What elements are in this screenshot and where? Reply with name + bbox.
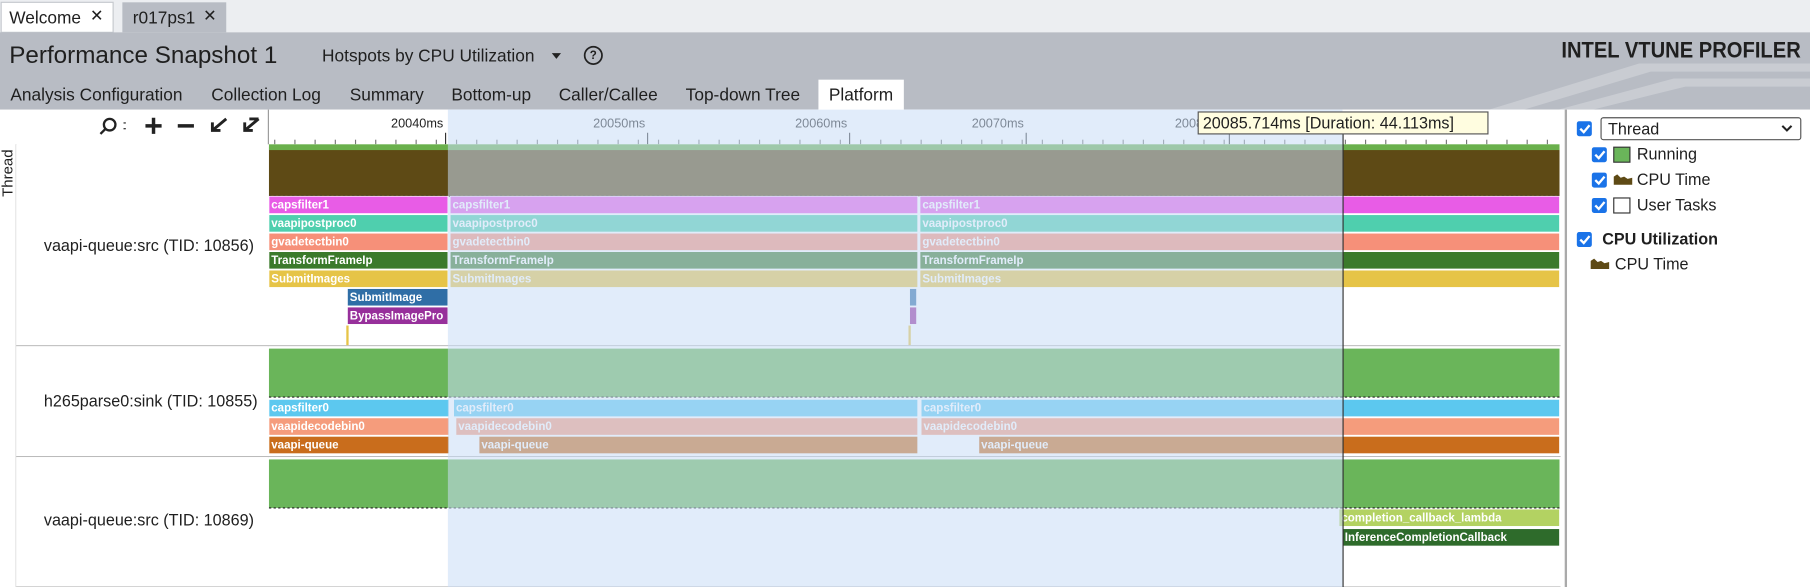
checkbox[interactable] [1591, 147, 1607, 163]
cpu-time-icon [1590, 258, 1610, 269]
task-label: vaapipostproc0 [271, 218, 356, 230]
nav-tab[interactable]: Bottom-up [451, 85, 531, 105]
header [0, 32, 1810, 110]
nav-tab[interactable]: Caller/Callee [559, 85, 658, 105]
task-label: vaapi-queue [271, 440, 339, 452]
tooltip: 20085.714ms [Duration: 44.113ms] [1203, 115, 1454, 133]
undo-zoom-icon[interactable] [210, 117, 228, 132]
ruler-tick-label: 20040ms [391, 117, 443, 131]
checkbox[interactable] [1576, 232, 1592, 248]
analysis-type[interactable]: Hotspots by CPU Utilization [322, 45, 534, 65]
task-label: completion_callback_lambda [1341, 512, 1502, 524]
cpu-time-icon [1613, 174, 1633, 185]
tab-close[interactable]: ✕ [90, 7, 104, 25]
task-label: BypassImagePro [350, 310, 444, 322]
legend-group: CPU Utilization [1602, 231, 1718, 249]
tooltip-box [1197, 111, 1489, 135]
tab-strip [0, 0, 1810, 33]
brand: INTEL VTUNE PROFILER [1561, 39, 1800, 63]
checkmark [1594, 175, 1606, 186]
nav-tab[interactable]: Collection Log [211, 85, 321, 105]
legend-panel [1560, 109, 1810, 587]
zoom-in-icon[interactable] [145, 117, 162, 134]
thread-name: vaapi-queue:src (TID: 10856) [44, 237, 254, 255]
checkmark [1579, 124, 1591, 134]
checkmark [1579, 235, 1591, 245]
task-label: gvadetectbin0 [271, 236, 349, 248]
axis-label: Thread [0, 149, 17, 197]
brand-graphic [1489, 63, 1810, 110]
task-label: SubmitImage [350, 292, 423, 304]
task-label: TransformFrameIp [271, 255, 372, 267]
tab-active[interactable] [122, 2, 227, 33]
legend-item: CPU Time [1637, 171, 1711, 189]
thread-name: vaapi-queue:src (TID: 10869) [44, 512, 254, 530]
thread-rows: vaapi-queue:src (TID: 10856) capsfilter1 c… [16, 109, 1561, 587]
nav-tab[interactable]: Top-down Tree [686, 85, 800, 105]
task-label: vaapidecodebin0 [271, 421, 365, 433]
dropdown[interactable] [1600, 117, 1802, 141]
task-label: SubmitImages [271, 273, 350, 285]
help-glyph: ? [590, 50, 597, 62]
dropdown-value: Thread [1608, 120, 1659, 138]
zoom-icon-handle [99, 128, 106, 135]
nav-tab-active[interactable] [818, 79, 904, 110]
dropdown-arrow[interactable] [551, 53, 562, 59]
nav-tab[interactable]: Summary [350, 85, 424, 105]
swatch [1613, 197, 1631, 214]
task-label: InferenceCompletionCallback [1345, 532, 1508, 544]
axis-strip [0, 144, 17, 587]
help-icon[interactable] [583, 45, 603, 65]
task-label: capsfilter0 [271, 403, 329, 415]
checkmark [1594, 201, 1606, 211]
thread-name: h265parse0:sink (TID: 10855) [44, 393, 258, 411]
nav-tab[interactable]: Analysis Configuration [10, 85, 182, 105]
zoom-icon[interactable] [102, 117, 117, 132]
legend-item: CPU Time [1615, 255, 1689, 273]
selection-region [447, 109, 1343, 587]
page-title: Performance Snapshot 1 [9, 42, 277, 69]
nav-bar: Analysis Configuration Collection Log Summ… [10, 85, 893, 105]
checkbox[interactable] [1591, 197, 1607, 213]
checkmark [1594, 150, 1606, 160]
tab-label: Welcome [9, 7, 81, 27]
swatch [1613, 146, 1631, 163]
nav-tab[interactable]: Platform [829, 85, 893, 105]
toolbar-icons [99, 117, 260, 135]
tab-label: r017ps1 [133, 7, 196, 27]
dropdown-chevron [1781, 125, 1793, 132]
reset-zoom-icon[interactable] [243, 117, 260, 132]
legend: Thread Running CPU Time User Tasks CPU Utili… [1576, 117, 1802, 273]
tab-close[interactable]: ✕ [203, 7, 217, 25]
checkbox[interactable] [1591, 172, 1607, 188]
checkbox[interactable] [1576, 121, 1592, 137]
task-label: capsfilter1 [271, 199, 329, 211]
legend-item: User Tasks [1637, 196, 1717, 214]
tab[interactable] [0, 1, 114, 33]
legend-item: Running [1637, 146, 1697, 164]
